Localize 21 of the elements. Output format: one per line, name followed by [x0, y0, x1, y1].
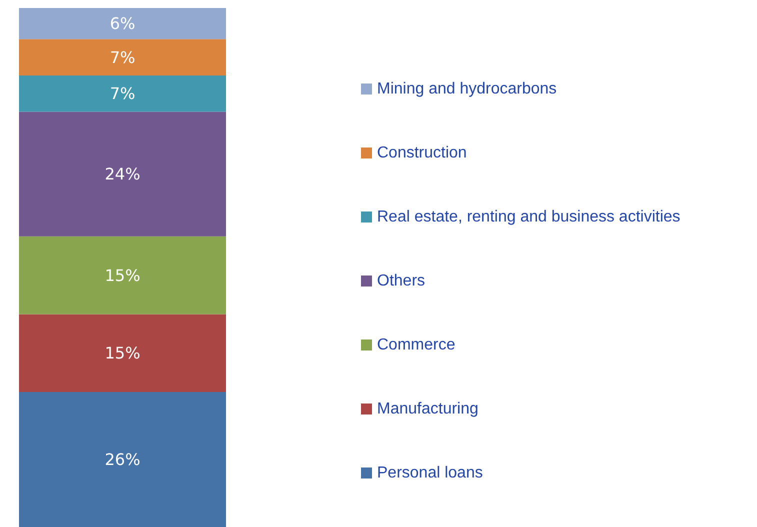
legend-label: Real estate, renting and business activities [377, 208, 680, 226]
bar [19, 8, 226, 40]
bar [19, 112, 226, 236]
bar [19, 236, 226, 314]
bar [19, 392, 226, 527]
data-label: 24% [104, 164, 140, 184]
bar [19, 75, 226, 112]
data-label: 15% [104, 266, 140, 285]
data-label: 6% [110, 14, 136, 34]
data-label: 26% [104, 450, 140, 470]
legend-label: Others [377, 272, 426, 290]
legend-label: Mining and hydrocarbons [377, 80, 557, 98]
legend-label: Personal loans [377, 464, 483, 482]
legend-label: Manufacturing [377, 400, 478, 418]
data-label: 7% [110, 84, 136, 104]
legend-label: Commerce [377, 336, 456, 354]
bar [19, 314, 226, 392]
bar [19, 39, 226, 76]
data-label: 7% [110, 48, 136, 67]
data-label: 15% [104, 344, 140, 363]
legend-label: Construction [377, 144, 467, 162]
